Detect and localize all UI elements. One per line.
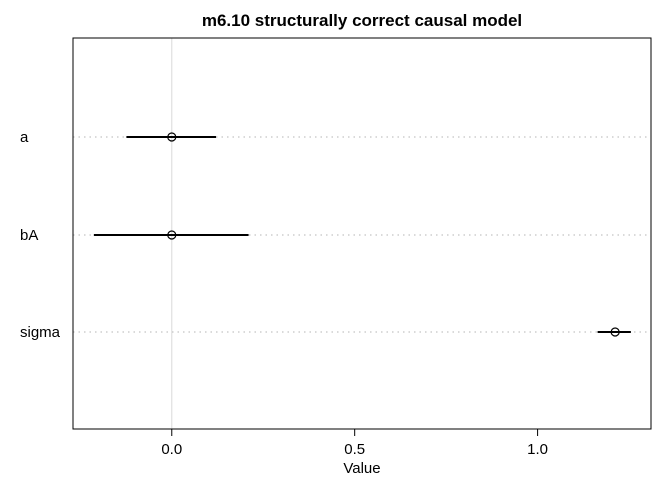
chart-title: m6.10 structurally correct causal model [202, 11, 522, 30]
plot-area: a bA sigma 0.0 0.5 1.0 [20, 37, 652, 458]
x-tick-label: 1.0 [527, 441, 548, 458]
plot-frame [72, 37, 652, 430]
row-label-a: a [20, 129, 29, 146]
mean-point-sigma [610, 327, 620, 337]
x-tick-label: 0.5 [344, 441, 365, 458]
x-axis-label: Value [343, 460, 380, 477]
mean-point-a [167, 132, 177, 142]
row-label-bA: bA [20, 227, 38, 244]
row-label-sigma: sigma [20, 324, 61, 341]
x-tick-label: 0.0 [161, 441, 182, 458]
mean-point-bA [167, 230, 177, 240]
